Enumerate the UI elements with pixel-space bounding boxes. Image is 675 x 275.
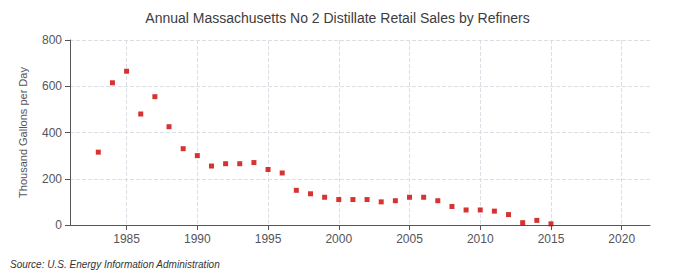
svg-text:2005: 2005 bbox=[396, 232, 423, 246]
svg-text:1985: 1985 bbox=[113, 232, 140, 246]
svg-text:200: 200 bbox=[42, 172, 62, 186]
svg-text:1995: 1995 bbox=[255, 232, 282, 246]
svg-text:2010: 2010 bbox=[467, 232, 494, 246]
svg-text:800: 800 bbox=[42, 33, 62, 47]
svg-text:2020: 2020 bbox=[608, 232, 635, 246]
svg-text:1990: 1990 bbox=[184, 232, 211, 246]
svg-text:400: 400 bbox=[42, 126, 62, 140]
svg-text:Thousand Gallons per Day: Thousand Gallons per Day bbox=[17, 67, 29, 198]
svg-text:600: 600 bbox=[42, 79, 62, 93]
svg-text:2000: 2000 bbox=[325, 232, 352, 246]
svg-text:Source: U.S. Energy Informatio: Source: U.S. Energy Information Administ… bbox=[10, 259, 220, 270]
svg-text:Annual Massachusetts No 2 Dist: Annual Massachusetts No 2 Distillate Ret… bbox=[145, 10, 529, 26]
svg-text:2015: 2015 bbox=[538, 232, 565, 246]
svg-text:0: 0 bbox=[55, 218, 62, 232]
